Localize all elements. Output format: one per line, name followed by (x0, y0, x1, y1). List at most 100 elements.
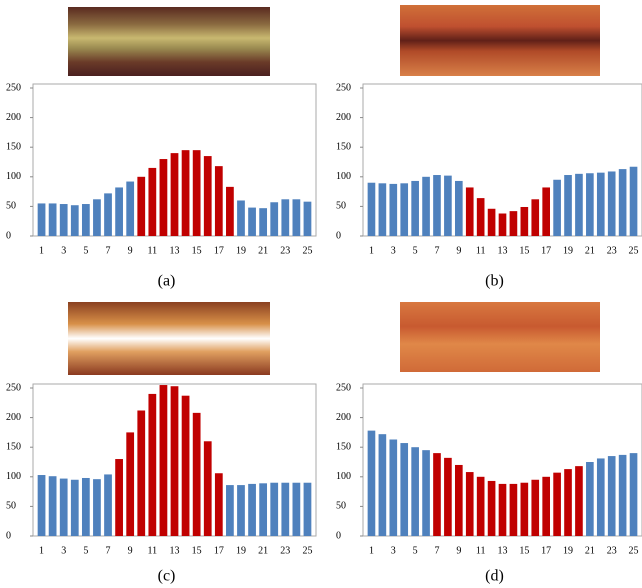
x-tick-label: 23 (607, 245, 617, 256)
bar (81, 477, 90, 536)
bar (170, 386, 179, 536)
bar (465, 472, 474, 536)
y-tick-label: 250 (6, 382, 21, 393)
bar (411, 447, 419, 536)
bar (629, 166, 638, 236)
caption: (d) (485, 568, 504, 585)
bar (575, 173, 583, 236)
bar (509, 483, 518, 536)
bar (444, 175, 452, 236)
bar (487, 480, 496, 536)
bar (586, 462, 594, 536)
bar (303, 201, 312, 236)
x-tick-label: 3 (61, 245, 66, 256)
x-tick-label: 11 (148, 545, 158, 556)
x-tick-label: 15 (192, 245, 202, 256)
thumbnail (68, 7, 270, 76)
x-tick-label: 15 (519, 545, 529, 556)
y-tick-label: 200 (6, 412, 21, 423)
bar (454, 180, 463, 236)
thumbnail (400, 302, 600, 372)
x-tick-label: 9 (456, 545, 461, 556)
bar (148, 393, 157, 536)
x-tick-label: 3 (391, 545, 396, 556)
x-tick-label: 13 (498, 545, 508, 556)
bar (389, 439, 398, 536)
y-tick-label: 0 (336, 230, 341, 241)
x-tick-label: 5 (413, 245, 418, 256)
caption: (a) (158, 273, 176, 290)
x-tick-label: 17 (541, 245, 551, 256)
bar (476, 198, 485, 236)
bar (248, 483, 256, 536)
x-tick-label: 23 (607, 545, 617, 556)
y-tick-label: 50 (336, 201, 346, 212)
bar (542, 187, 551, 236)
bar (292, 482, 301, 536)
bar (159, 385, 168, 536)
bar (37, 203, 46, 236)
y-tick-label: 0 (6, 530, 11, 541)
x-tick-label: 5 (413, 545, 418, 556)
y-tick-label: 0 (6, 230, 11, 241)
x-tick-label: 3 (61, 545, 66, 556)
x-tick-label: 5 (83, 245, 88, 256)
x-tick-label: 19 (236, 545, 246, 556)
bar (59, 478, 68, 536)
bar (575, 466, 583, 536)
x-tick-label: 1 (39, 545, 44, 556)
bar (411, 180, 419, 236)
bar (498, 483, 507, 536)
bar (389, 183, 398, 236)
bar (378, 183, 387, 236)
bar (115, 459, 123, 536)
bar (248, 207, 256, 236)
bar (70, 205, 79, 236)
x-tick-label: 9 (456, 245, 461, 256)
bar (607, 456, 616, 536)
x-tick-label: 1 (369, 545, 374, 556)
x-tick-label: 21 (585, 245, 595, 256)
x-tick-label: 5 (83, 545, 88, 556)
x-tick-label: 11 (476, 545, 486, 556)
x-tick-label: 7 (106, 245, 111, 256)
bar (226, 485, 234, 536)
x-tick-label: 15 (192, 545, 202, 556)
x-tick-label: 17 (214, 545, 224, 556)
bar (553, 179, 561, 236)
thumbnail (400, 5, 600, 76)
y-tick-label: 250 (6, 82, 21, 93)
bar (498, 213, 507, 236)
y-tick-label: 100 (6, 471, 21, 482)
bar (137, 410, 146, 536)
x-tick-label: 17 (214, 245, 224, 256)
bar (104, 474, 112, 536)
y-tick-label: 200 (6, 112, 21, 123)
bar (378, 434, 387, 536)
bar (281, 199, 290, 236)
x-tick-label: 23 (280, 245, 290, 256)
bar (400, 443, 409, 536)
bar (465, 187, 474, 236)
x-tick-label: 3 (391, 245, 396, 256)
bar (422, 176, 430, 236)
bar (192, 412, 201, 536)
bar (564, 469, 572, 536)
bar (520, 482, 529, 536)
bar (181, 395, 190, 536)
x-tick-label: 11 (148, 245, 158, 256)
x-tick-label: 9 (128, 245, 133, 256)
y-tick-label: 100 (6, 171, 21, 182)
bar (126, 432, 135, 536)
bar (93, 479, 101, 536)
bar (104, 193, 112, 236)
x-tick-label: 15 (519, 245, 529, 256)
x-tick-label: 1 (39, 245, 44, 256)
bar (367, 430, 376, 536)
x-tick-label: 7 (434, 545, 439, 556)
bar (237, 485, 245, 536)
x-tick-label: 19 (563, 545, 573, 556)
x-tick-label: 7 (434, 245, 439, 256)
bar (48, 476, 57, 536)
